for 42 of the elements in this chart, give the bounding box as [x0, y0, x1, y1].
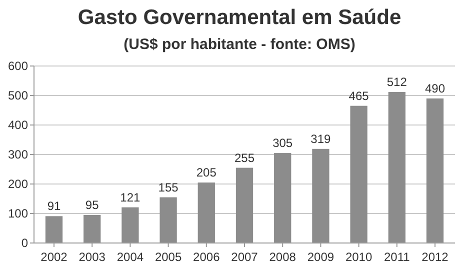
bar [274, 153, 292, 243]
x-tick-label: 2005 [154, 250, 182, 264]
x-tick-label: 2003 [78, 250, 106, 264]
bar [122, 207, 139, 243]
data-label: 255 [234, 150, 255, 165]
bar [84, 214, 101, 243]
data-label: 155 [158, 180, 179, 194]
data-label: 465 [348, 88, 370, 103]
bar [388, 92, 406, 243]
x-tick-label: 2011 [384, 250, 410, 264]
y-tick-label: 400 [8, 118, 28, 132]
x-tick-label: 2008 [269, 250, 296, 264]
data-label: 512 [386, 74, 408, 89]
data-label: 95 [85, 198, 100, 212]
x-tick-label: 2012 [422, 250, 449, 264]
x-tick-label: 2009 [307, 250, 334, 264]
y-tick-label: 0 [21, 236, 28, 250]
y-tick-label: 200 [8, 177, 28, 191]
data-label: 121 [120, 190, 141, 204]
data-label: 205 [196, 166, 217, 180]
x-tick-label: 2006 [193, 250, 220, 264]
x-tick-label: 2004 [116, 250, 144, 264]
data-label: 305 [272, 136, 293, 150]
bar [236, 168, 254, 243]
y-tick-label: 300 [8, 148, 28, 162]
data-label: 91 [47, 199, 61, 214]
chart-subtitle: (US$ por habitante - fonte: OMS) [124, 36, 356, 53]
chart-title: Gasto Governamental em Saúde [78, 6, 402, 29]
data-label: 490 [424, 81, 446, 96]
bar [312, 148, 330, 243]
bar [45, 216, 63, 243]
bar [198, 182, 215, 243]
bar [160, 197, 177, 243]
x-tick-label: 2007 [231, 250, 258, 264]
bar [426, 98, 444, 243]
data-label: 319 [310, 132, 332, 146]
x-tick-label: 2010 [345, 250, 372, 264]
y-tick-label: 500 [8, 88, 28, 102]
bar [350, 106, 368, 243]
y-tick-label: 600 [8, 59, 28, 73]
y-tick-label: 100 [8, 206, 28, 220]
x-tick-label: 2002 [40, 250, 68, 264]
